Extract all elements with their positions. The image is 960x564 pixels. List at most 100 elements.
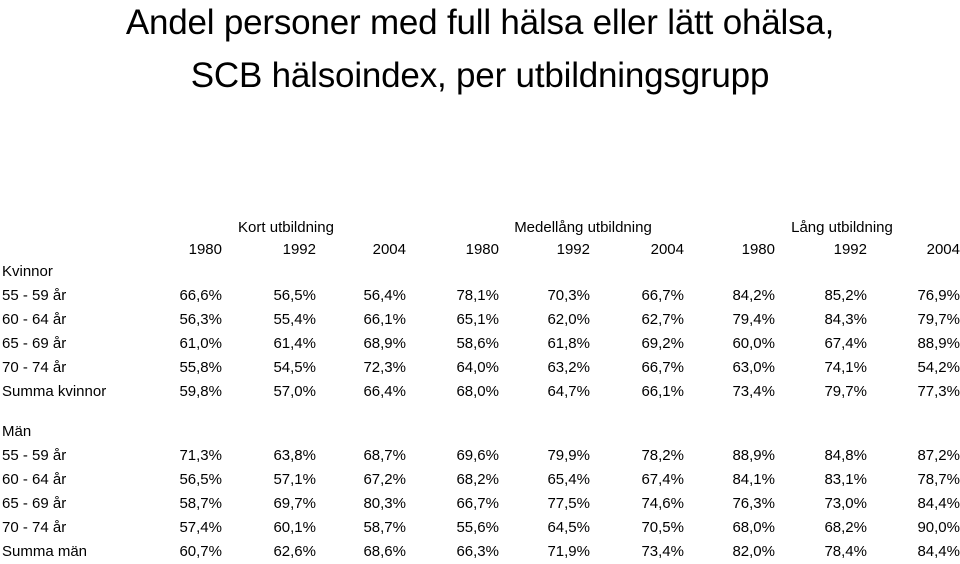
table-cell: 57,0% [273, 383, 316, 400]
table-cell: 64,7% [547, 383, 590, 400]
year-header: 2004 [926, 241, 960, 258]
row-label: 70 - 74 år [2, 359, 67, 376]
row-label: 65 - 69 år [2, 495, 67, 512]
table-cell: 58,7% [363, 519, 406, 536]
table-cell: 62,7% [641, 311, 684, 328]
table-cell: 71,3% [179, 447, 222, 464]
year-header: 2004 [650, 241, 684, 258]
table-cell: 57,1% [273, 471, 316, 488]
table-cell: 66,6% [179, 287, 222, 304]
table-cell: 79,7% [824, 383, 867, 400]
table-cell: 66,1% [641, 383, 684, 400]
table-cell: 60,7% [179, 543, 222, 560]
table-cell: 79,9% [547, 447, 590, 464]
table-row: 70 - 74 år 55,8% 54,5% 72,3% 64,0% 63,2% 66,7%… [0, 356, 960, 380]
table-cell: 67,4% [824, 335, 867, 352]
table-cell: 84,8% [824, 447, 867, 464]
table-cell: 83,1% [824, 471, 867, 488]
table-cell: 68,9% [363, 335, 406, 352]
table-cell: 56,3% [179, 311, 222, 328]
table-cell: 78,2% [641, 447, 684, 464]
table-row: Summa kvinnor 59,8% 57,0% 66,4% 68,0% 64,7% 66… [0, 380, 960, 404]
table-cell: 68,2% [456, 471, 499, 488]
table-cell: 78,4% [824, 543, 867, 560]
table-cell: 87,2% [917, 447, 960, 464]
table-cell: 60,1% [273, 519, 316, 536]
table-cell: 65,1% [456, 311, 499, 328]
table-cell: 56,5% [179, 471, 222, 488]
table-cell: 70,5% [641, 519, 684, 536]
table-cell: 58,6% [456, 335, 499, 352]
year-header: 2004 [372, 241, 406, 258]
table-cell: 77,5% [547, 495, 590, 512]
year-header: 1992 [282, 241, 316, 258]
table-cell: 57,4% [179, 519, 222, 536]
table-cell: 66,4% [363, 383, 406, 400]
section-label: Kvinnor [2, 263, 53, 280]
table-cell: 61,4% [273, 335, 316, 352]
group-header-medium: Medellång utbildning [514, 219, 652, 236]
table-cell: 66,1% [363, 311, 406, 328]
table-cell: 84,3% [824, 311, 867, 328]
table-cell: 74,6% [641, 495, 684, 512]
table-cell: 67,4% [641, 471, 684, 488]
table-cell: 68,0% [732, 519, 775, 536]
table-row: 60 - 64 år 56,3% 55,4% 66,1% 65,1% 62,0% 62,7%… [0, 308, 960, 332]
section-label-row: Kvinnor [0, 260, 960, 284]
table-cell: 54,2% [917, 359, 960, 376]
table-row: 65 - 69 år 61,0% 61,4% 68,9% 58,6% 61,8% 69,2%… [0, 332, 960, 356]
table-row: 55 - 59 år 71,3% 63,8% 68,7% 69,6% 79,9% 78,2%… [0, 444, 960, 468]
year-header-row: 1980 1992 2004 1980 1992 2004 1980 1992 2004 [0, 238, 960, 262]
table-cell: 90,0% [917, 519, 960, 536]
table-cell: 78,7% [917, 471, 960, 488]
row-label: 70 - 74 år [2, 519, 67, 536]
table-cell: 66,7% [456, 495, 499, 512]
table-cell: 54,5% [273, 359, 316, 376]
table-cell: 84,1% [732, 471, 775, 488]
table-cell: 82,0% [732, 543, 775, 560]
table-cell: 62,0% [547, 311, 590, 328]
table-row: 70 - 74 år 57,4% 60,1% 58,7% 55,6% 64,5% 70,5%… [0, 516, 960, 540]
table-cell: 63,8% [273, 447, 316, 464]
group-header-long: Lång utbildning [791, 219, 893, 236]
year-header: 1992 [833, 241, 867, 258]
table-cell: 71,9% [547, 543, 590, 560]
year-header: 1980 [741, 241, 775, 258]
table-cell: 73,0% [824, 495, 867, 512]
table-cell: 84,2% [732, 287, 775, 304]
table-row: 55 - 59 år 66,6% 56,5% 56,4% 78,1% 70,3% 66,7%… [0, 284, 960, 308]
table-cell: 67,2% [363, 471, 406, 488]
table-cell: 78,1% [456, 287, 499, 304]
table-cell: 61,0% [179, 335, 222, 352]
table-cell: 68,7% [363, 447, 406, 464]
table-cell: 66,3% [456, 543, 499, 560]
table-cell: 85,2% [824, 287, 867, 304]
table-cell: 63,2% [547, 359, 590, 376]
table-cell: 58,7% [179, 495, 222, 512]
table-row: 65 - 69 år 58,7% 69,7% 80,3% 66,7% 77,5% 74,6%… [0, 492, 960, 516]
row-label: 65 - 69 år [2, 335, 67, 352]
row-label: 55 - 59 år [2, 287, 67, 304]
table-cell: 64,0% [456, 359, 499, 376]
table-cell: 65,4% [547, 471, 590, 488]
table-cell: 68,0% [456, 383, 499, 400]
table-cell: 72,3% [363, 359, 406, 376]
table-cell: 61,8% [547, 335, 590, 352]
table-cell: 76,3% [732, 495, 775, 512]
table-cell: 56,5% [273, 287, 316, 304]
table-cell: 74,1% [824, 359, 867, 376]
table-cell: 69,2% [641, 335, 684, 352]
group-header-short: Kort utbildning [238, 219, 334, 236]
section-label-row: Män [0, 420, 960, 444]
row-label: Summa kvinnor [2, 383, 107, 400]
table-cell: 55,6% [456, 519, 499, 536]
table-cell: 68,6% [363, 543, 406, 560]
table-cell: 88,9% [732, 447, 775, 464]
table-cell: 88,9% [917, 335, 960, 352]
row-label: 55 - 59 år [2, 447, 67, 464]
table-cell: 63,0% [732, 359, 775, 376]
table-cell: 77,3% [917, 383, 960, 400]
year-header: 1992 [556, 241, 590, 258]
table-cell: 70,3% [547, 287, 590, 304]
table-cell: 69,7% [273, 495, 316, 512]
